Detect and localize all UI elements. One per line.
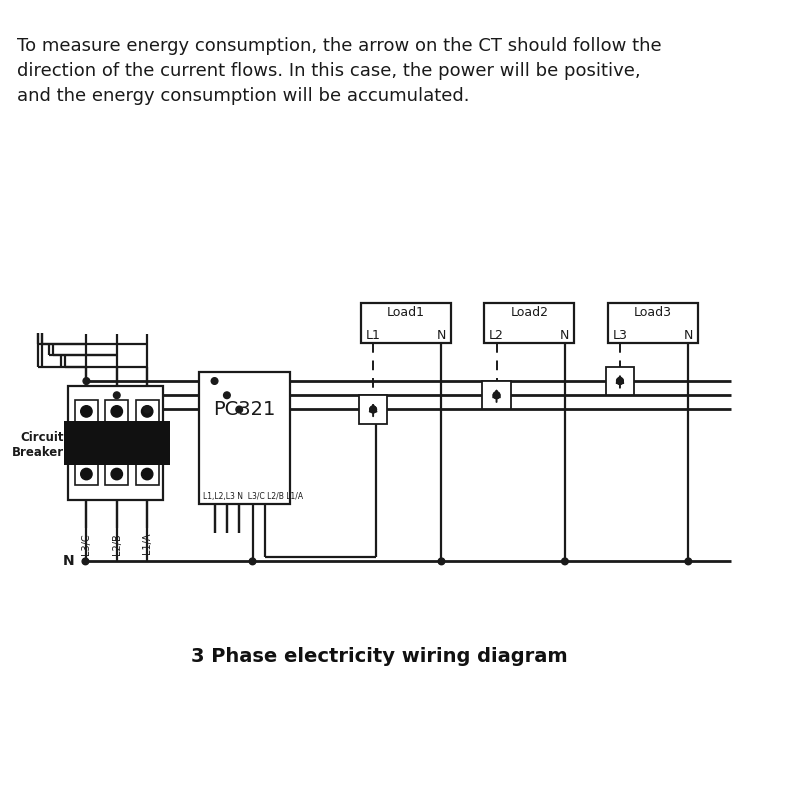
Bar [482,381,510,410]
Bar [94,421,139,465]
Circle shape [250,558,256,565]
Circle shape [142,468,153,480]
Circle shape [142,406,153,417]
Text: Load1: Load1 [387,306,425,319]
Text: and the energy consumption will be accumulated.: and the energy consumption will be accum… [17,86,470,105]
Circle shape [111,406,122,417]
Bar [68,386,163,500]
Text: Load2: Load2 [510,306,548,319]
Circle shape [494,392,500,398]
Circle shape [82,558,89,565]
Bar [124,421,170,465]
Text: N: N [560,329,570,342]
Text: direction of the current flows. In this case, the power will be positive,: direction of the current flows. In this … [17,62,641,80]
Circle shape [370,406,377,413]
Bar [484,303,574,343]
Bar [199,371,290,505]
Circle shape [617,378,623,384]
Circle shape [370,406,377,413]
Circle shape [83,378,90,384]
Circle shape [685,558,692,565]
Bar [361,303,451,343]
Circle shape [211,378,218,384]
Circle shape [494,392,500,398]
Circle shape [81,406,92,417]
Circle shape [111,468,122,480]
Text: N: N [62,554,74,568]
Circle shape [144,406,150,413]
Bar [608,303,698,343]
Text: 3 Phase electricity wiring diagram: 3 Phase electricity wiring diagram [191,647,568,666]
Text: L1,L2,L3 N  L3/C L2/B L1/A: L1,L2,L3 N L3/C L2/B L1/A [203,492,303,501]
Circle shape [617,378,623,384]
Circle shape [81,468,92,480]
Text: L2/B: L2/B [112,533,122,554]
Bar [359,395,387,424]
Text: L1: L1 [366,329,381,342]
Bar [64,421,109,465]
Circle shape [562,558,568,565]
Circle shape [223,392,230,398]
Bar [75,400,98,486]
Text: Circuit: Circuit [20,430,64,443]
Text: L1/A: L1/A [142,533,152,554]
Text: To measure energy consumption, the arrow on the CT should follow the: To measure energy consumption, the arrow… [17,38,662,55]
Circle shape [114,392,120,398]
Circle shape [236,406,242,413]
Text: Load3: Load3 [634,306,672,319]
Text: PC321: PC321 [214,400,276,419]
Text: L2: L2 [489,329,504,342]
Text: L3/C: L3/C [82,533,91,554]
Bar [136,400,158,486]
Text: Breaker: Breaker [11,446,64,458]
Bar [606,366,634,395]
Text: N: N [684,329,693,342]
Text: L3: L3 [613,329,627,342]
Circle shape [438,558,445,565]
Bar [106,400,128,486]
Text: N: N [437,329,446,342]
